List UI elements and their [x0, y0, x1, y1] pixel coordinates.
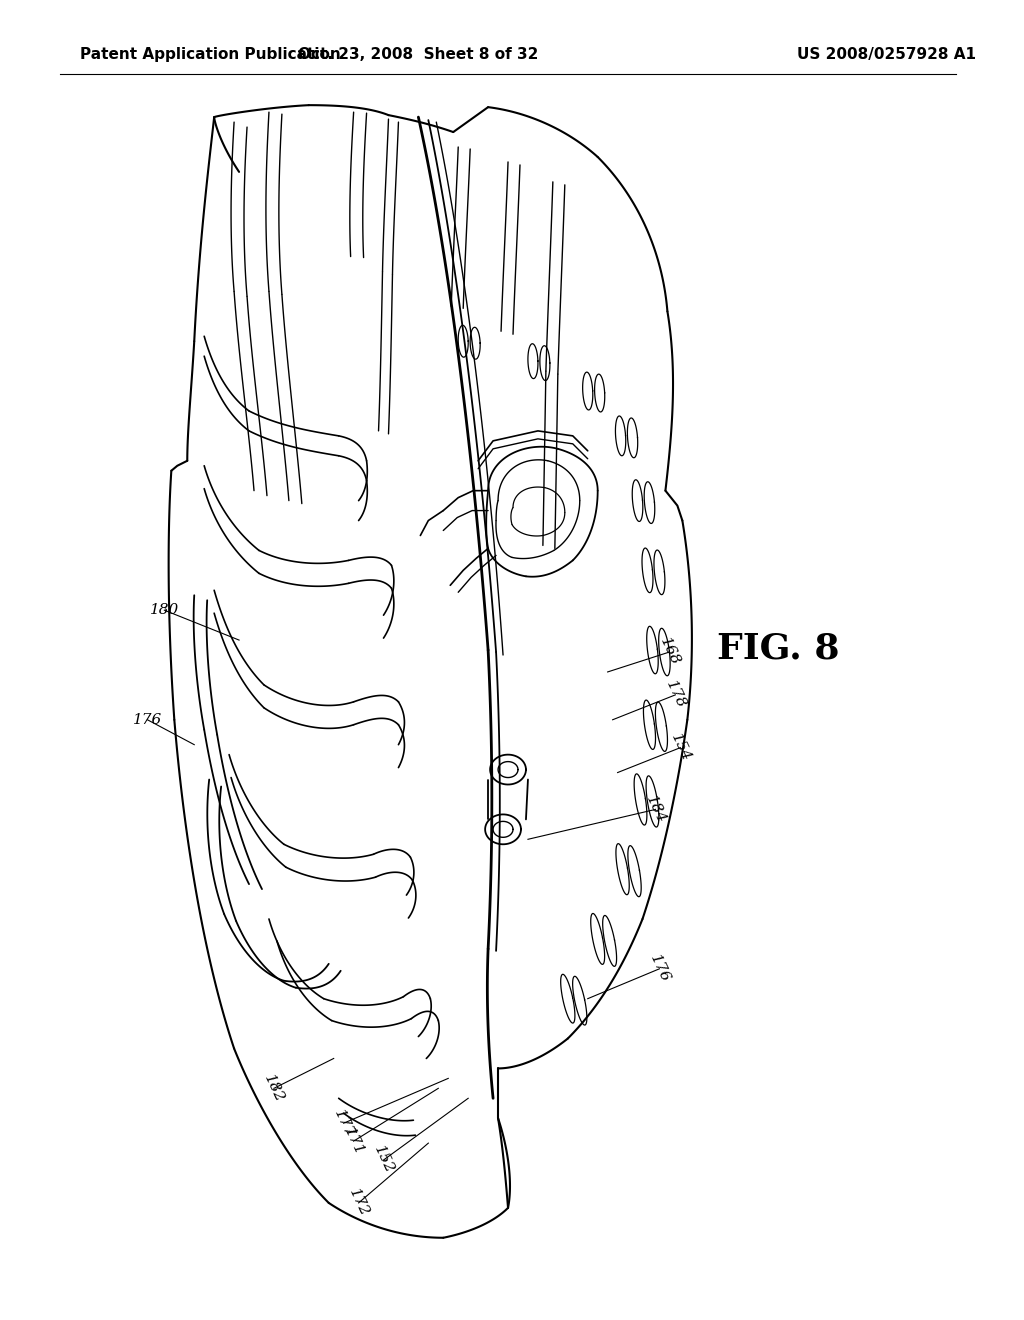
Text: 171: 171 [341, 1125, 367, 1158]
Text: 184: 184 [643, 793, 668, 825]
Text: 152: 152 [371, 1144, 396, 1176]
Text: Patent Application Publication: Patent Application Publication [80, 46, 340, 62]
Text: 154: 154 [668, 731, 693, 764]
Text: 176: 176 [647, 953, 672, 985]
Text: US 2008/0257928 A1: US 2008/0257928 A1 [797, 46, 976, 62]
Text: 172: 172 [346, 1187, 371, 1220]
Text: 178: 178 [663, 678, 688, 711]
Text: 176: 176 [133, 713, 162, 727]
Text: 180: 180 [150, 603, 179, 618]
Text: Oct. 23, 2008  Sheet 8 of 32: Oct. 23, 2008 Sheet 8 of 32 [298, 46, 539, 62]
Text: FIG. 8: FIG. 8 [717, 631, 840, 665]
Text: 182: 182 [261, 1072, 287, 1105]
Text: 168: 168 [656, 636, 682, 668]
Text: 177: 177 [331, 1107, 356, 1139]
